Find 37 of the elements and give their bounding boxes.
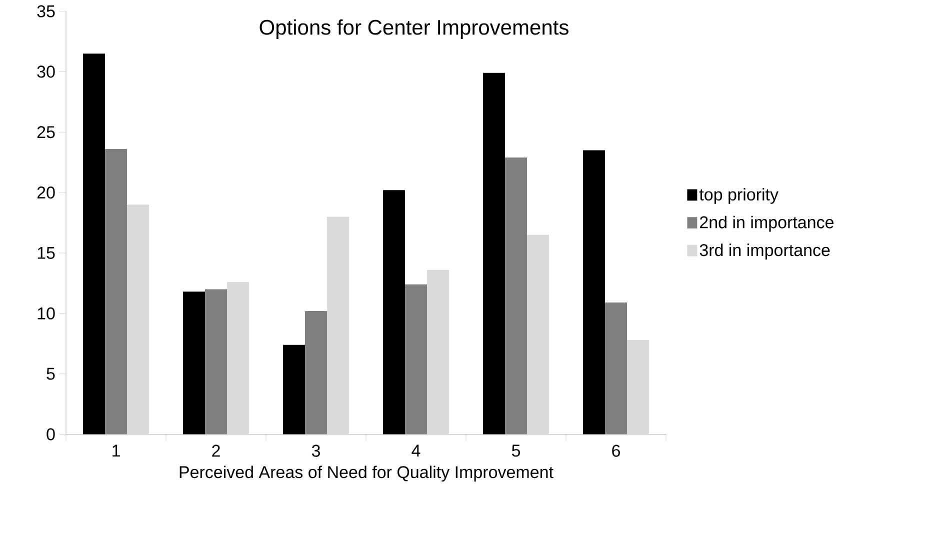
y-tick-label: 20 (37, 186, 55, 199)
y-tick-label: 35 (37, 5, 55, 18)
chart-title: Options for Center Improvements (260, 19, 568, 39)
x-tick-label: 3 (312, 444, 320, 457)
bar (105, 149, 128, 434)
x-axis-title: Perceived Areas of Need for Quality Improvement (180, 466, 554, 482)
bar (483, 72, 506, 434)
y-tick-label: 30 (37, 66, 55, 78)
y-tick-label: 25 (37, 126, 55, 138)
legend-label: 2nd in importance (700, 216, 834, 232)
x-tick-label: 5 (512, 444, 520, 457)
x-tick-label: 1 (112, 444, 120, 456)
bar (327, 216, 350, 434)
bar (627, 340, 650, 434)
x-tick-label: 2 (212, 444, 220, 457)
bar (583, 150, 606, 434)
y-tick-label: 0 (46, 428, 55, 440)
y-tick-label: 15 (38, 247, 55, 259)
x-tick-label: 6 (612, 444, 620, 457)
bar (205, 289, 228, 434)
bar (127, 204, 150, 434)
bar (427, 270, 450, 434)
bar (383, 190, 406, 434)
bar (183, 292, 206, 434)
bar (605, 302, 628, 434)
y-tick-label: 10 (38, 307, 55, 320)
bar (283, 344, 306, 434)
y-tick-label: 5 (46, 368, 55, 380)
bar (505, 158, 528, 434)
legend-label: 3rd in importance (700, 244, 830, 260)
bar (305, 310, 328, 434)
legend-label: top priority (699, 188, 778, 204)
bar (405, 284, 428, 434)
bar (527, 234, 550, 434)
bar (227, 282, 250, 434)
x-tick-label: 4 (412, 444, 420, 456)
bar (83, 54, 106, 434)
